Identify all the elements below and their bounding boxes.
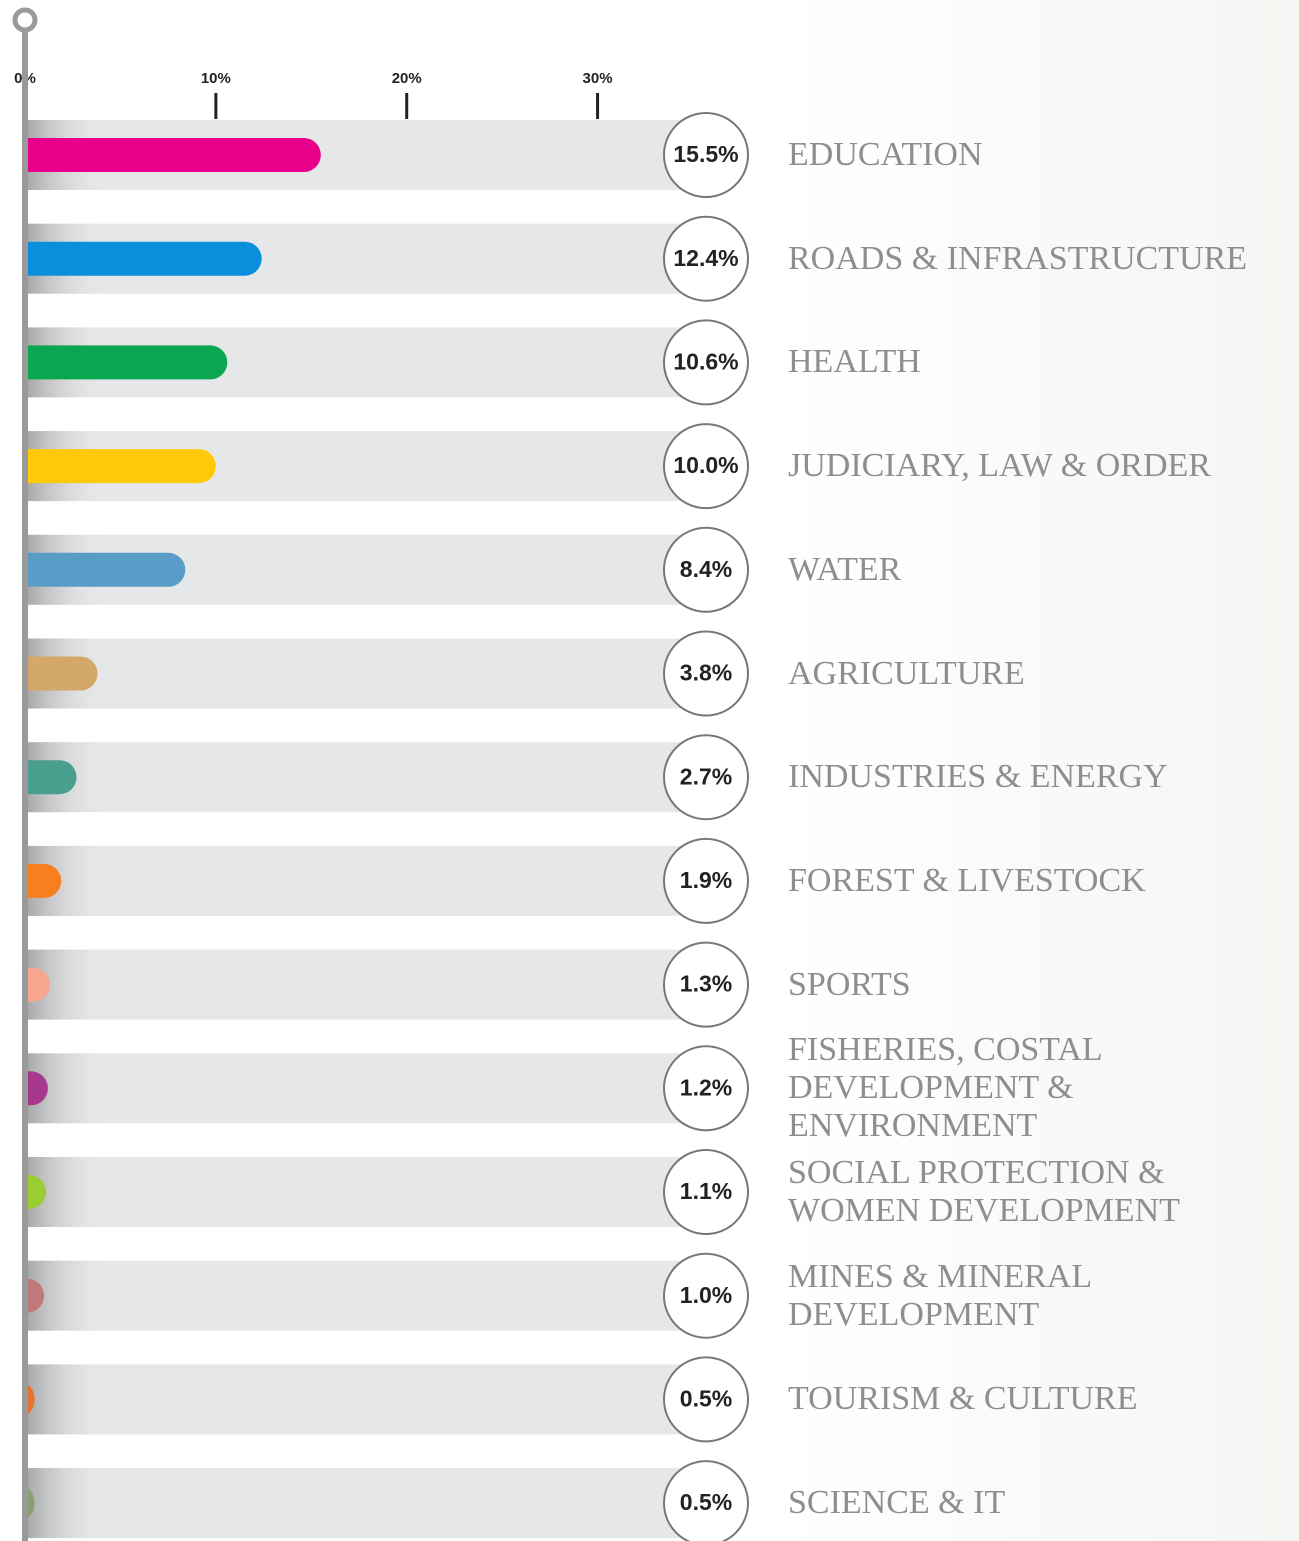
bar xyxy=(8,656,98,691)
category-label: SOCIAL PROTECTION & WOMEN DEVELOPMENT xyxy=(788,1154,1180,1229)
bar xyxy=(8,449,216,484)
bar-track xyxy=(25,949,705,1020)
bar-cover xyxy=(0,448,25,485)
value-badge xyxy=(663,319,749,406)
bar-cover xyxy=(0,862,25,899)
category-label: ROADS & INFRASTRUCTURE xyxy=(788,239,1248,277)
x-tick-label: 10% xyxy=(201,70,231,87)
value-badge xyxy=(663,630,749,717)
data-label: 0.5% xyxy=(680,1489,732,1515)
data-label: 8.4% xyxy=(680,556,732,582)
category-label: AGRICULTURE xyxy=(788,654,1025,692)
bar-cover xyxy=(0,966,25,1003)
category-label: HEALTH xyxy=(788,343,921,381)
bar xyxy=(8,552,186,587)
data-label: 0.5% xyxy=(680,1385,732,1411)
value-badge xyxy=(663,1252,749,1339)
category-label: SCIENCE & IT xyxy=(788,1484,1006,1522)
data-label: 1.9% xyxy=(680,867,732,893)
category-label: SPORTS xyxy=(788,965,911,1003)
data-label: 1.3% xyxy=(680,971,732,997)
data-label: 15.5% xyxy=(673,141,738,167)
value-badge xyxy=(663,215,749,302)
category-label: WATER xyxy=(788,550,902,588)
category-label: JUDICIARY, LAW & ORDER xyxy=(788,447,1211,485)
bar-track xyxy=(25,1157,705,1227)
bar-track xyxy=(25,1364,705,1435)
x-tick-label: 30% xyxy=(583,70,613,87)
bar-cover xyxy=(0,137,25,173)
bar-cover xyxy=(0,240,25,277)
value-badge xyxy=(663,1356,749,1443)
bar-track xyxy=(25,1053,705,1124)
bar-cover xyxy=(0,344,25,381)
category-label: TOURISM & CULTURE xyxy=(788,1380,1138,1418)
bar-cover xyxy=(0,1070,25,1107)
data-label: 3.8% xyxy=(680,660,732,686)
data-label: 10.6% xyxy=(673,348,738,374)
bar xyxy=(8,241,262,276)
bar-cover xyxy=(0,1485,25,1522)
axis-knob xyxy=(12,7,38,33)
x-tick-label: 20% xyxy=(392,70,422,87)
bar-cover xyxy=(0,655,25,692)
category-label: FOREST & LIVESTOCK xyxy=(788,861,1146,899)
bar-cover xyxy=(0,759,25,796)
bar xyxy=(8,138,321,172)
value-badge xyxy=(663,837,749,924)
value-badge xyxy=(663,1045,749,1132)
bar-cover xyxy=(0,1277,25,1314)
bar-track xyxy=(25,1260,705,1331)
value-badge xyxy=(663,526,749,613)
bar xyxy=(8,345,228,380)
category-label: FISHERIES, COSTAL DEVELOPMENT & ENVIRONM… xyxy=(788,1031,1102,1145)
bar-cover xyxy=(0,1174,25,1210)
value-badge xyxy=(663,734,749,821)
data-label: 1.2% xyxy=(680,1074,732,1100)
value-badge xyxy=(663,1149,749,1235)
value-badge xyxy=(663,1460,749,1541)
value-badge xyxy=(663,112,749,198)
value-badge xyxy=(663,941,749,1028)
bar-cover xyxy=(0,1381,25,1418)
bar-track xyxy=(25,742,705,813)
category-label: MINES & MINERAL DEVELOPMENT xyxy=(788,1257,1091,1333)
data-label: 10.0% xyxy=(673,452,738,478)
bar-shade xyxy=(25,1468,105,1539)
bar-track xyxy=(25,638,705,709)
bar-track xyxy=(25,845,705,916)
bar-track xyxy=(25,1468,705,1539)
category-label: INDUSTRIES & ENERGY xyxy=(788,758,1168,796)
bar-shade xyxy=(25,1364,105,1435)
data-label: 2.7% xyxy=(680,763,732,789)
value-badge xyxy=(663,423,749,510)
category-label: EDUCATION xyxy=(788,136,983,173)
data-label: 12.4% xyxy=(673,245,738,271)
data-label: 1.0% xyxy=(680,1282,732,1308)
data-label: 1.1% xyxy=(680,1178,732,1204)
bar-cover xyxy=(0,551,25,588)
